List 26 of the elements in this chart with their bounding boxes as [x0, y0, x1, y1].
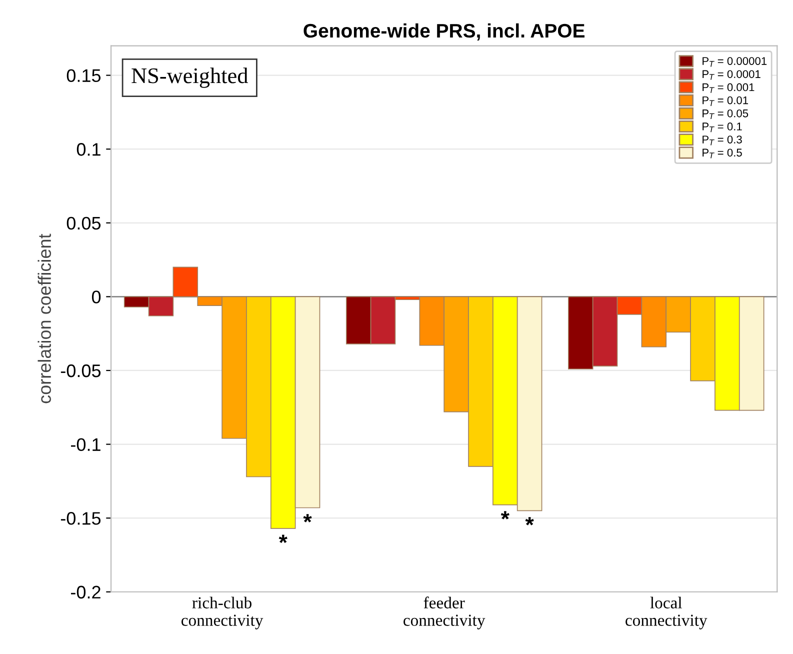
y-tick-label: -0.05	[60, 364, 101, 378]
legend-label: P$_{T}$ = 0.00001	[702, 57, 767, 67]
y-tick-label: 0.05	[66, 216, 101, 230]
legend-label: P$_{T}$ = 0.05	[702, 109, 748, 120]
y-axis-title: correlation coefficient	[38, 234, 52, 404]
x-tick-label: rich-club connectivity	[181, 596, 264, 630]
y-tick-label: -0.2	[70, 586, 100, 599]
y-tick-label: 0	[92, 290, 101, 304]
y-tick-label: -0.1	[70, 438, 100, 451]
legend-label: P$_{T}$ = 0.001	[702, 83, 754, 93]
data-label: *	[500, 511, 510, 520]
x-tick-label: local connectivity	[626, 596, 708, 630]
y-tick-label: -0.15	[60, 512, 101, 525]
legend-label: P$_{T}$ = 0.5	[702, 148, 742, 158]
legend-label: P$_{T}$ = 0.3	[702, 136, 742, 146]
data-label: *	[303, 514, 312, 522]
x-tick-label: feeder connectivity	[404, 596, 486, 630]
legend-label: P$_{T}$ = 0.01	[702, 96, 748, 106]
legend-label: P$_{T}$ = 0.1	[702, 122, 742, 132]
chart-title: Genome-wide PRS, incl. APOE	[304, 23, 585, 40]
annotation: NS-weighted	[132, 68, 248, 88]
legend-label: P$_{T}$ = 0.0001	[702, 70, 760, 80]
y-tick-label: 0.15	[66, 69, 101, 82]
data-label: *	[278, 534, 288, 544]
y-tick-label: 0.1	[76, 143, 100, 156]
data-label: *	[525, 517, 534, 526]
